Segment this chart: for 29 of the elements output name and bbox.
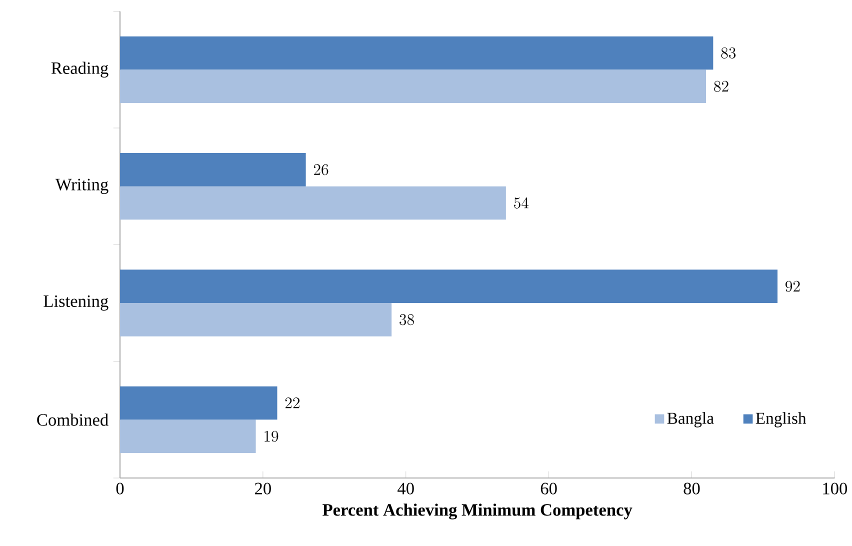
legend-label: Bangla: [667, 412, 714, 428]
data-label: 82: [714, 80, 728, 92]
x-tick-label: 40: [398, 482, 414, 494]
bar: [120, 420, 256, 454]
y-tick-label: Reading: [51, 62, 108, 78]
data-label: 92: [786, 280, 800, 292]
data-label: 38: [400, 314, 414, 326]
bar: [120, 386, 278, 420]
x-axis-title: Percent Achieving Minimum Competency: [322, 504, 632, 520]
x-tick-label: 100: [823, 482, 848, 494]
data-label: 19: [264, 430, 278, 442]
data-label: 83: [721, 48, 736, 58]
x-tick-label: 80: [684, 482, 700, 494]
legend-label: English: [756, 412, 806, 428]
x-tick-label: 0: [116, 482, 124, 494]
bar: [120, 36, 714, 70]
y-tick-label: Listening: [44, 295, 108, 311]
x-tick-label: 20: [255, 482, 271, 494]
x-tick-label: 60: [540, 482, 557, 494]
y-tick-label: Combined: [37, 414, 108, 426]
bar: [120, 70, 706, 103]
bar: [120, 186, 506, 220]
data-label: 22: [285, 398, 300, 408]
data-label: 54: [514, 197, 529, 208]
data-label: 26: [314, 164, 328, 176]
bar: [120, 153, 306, 186]
y-tick-label: Writing: [55, 178, 108, 194]
bar: [120, 270, 778, 303]
bar: [120, 303, 392, 336]
